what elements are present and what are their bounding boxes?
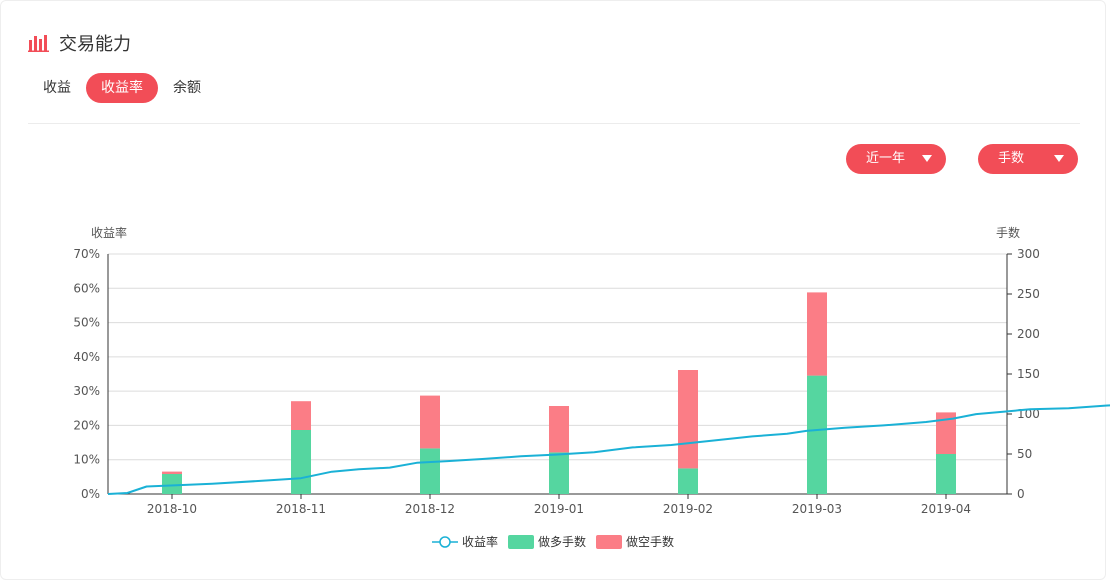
x-tick-label: 2018-11 xyxy=(276,502,326,516)
left-tick-label: 70% xyxy=(73,247,100,261)
panel-header: 交易能力 xyxy=(28,30,131,56)
x-tick-label: 2019-03 xyxy=(792,502,842,516)
left-tick-label: 30% xyxy=(73,384,100,398)
legend-label-return-rate: 收益率 xyxy=(462,534,498,549)
bar-long-2018-11 xyxy=(291,430,311,494)
bar-long-2019-03 xyxy=(807,375,827,494)
metric-dropdown[interactable]: 手数 xyxy=(978,144,1078,174)
left-tick-label: 0% xyxy=(81,487,100,501)
left-tick-label: 50% xyxy=(73,316,100,330)
tab-balance[interactable]: 余额 xyxy=(173,80,201,96)
x-tick-label: 2018-12 xyxy=(405,502,455,516)
caret-down-icon xyxy=(922,155,932,162)
return-rate-line xyxy=(107,404,1110,495)
right-axis-title: 手数 xyxy=(996,225,1020,240)
legend-label-short: 做空手数 xyxy=(626,534,674,549)
bar-short-2019-04 xyxy=(936,412,956,454)
bar-chart-icon xyxy=(28,35,49,52)
divider xyxy=(28,123,1080,124)
right-tick-label: 250 xyxy=(1017,287,1040,301)
bar-short-2018-11 xyxy=(291,401,311,430)
left-tick-label: 40% xyxy=(73,350,100,364)
bar-long-2018-12 xyxy=(420,448,440,494)
left-tick-label: 60% xyxy=(73,281,100,295)
right-tick-label: 150 xyxy=(1017,367,1040,381)
bar-long-2019-01 xyxy=(549,452,569,494)
left-axis-title: 收益率 xyxy=(91,225,127,240)
legend-swatch-long xyxy=(508,535,534,549)
x-tick-label: 2019-02 xyxy=(663,502,713,516)
caret-down-icon xyxy=(1054,155,1064,162)
x-tick-label: 2018-10 xyxy=(147,502,197,516)
right-tick-label: 50 xyxy=(1017,447,1032,461)
bar-short-2019-02 xyxy=(678,370,698,469)
bar-short-2019-03 xyxy=(807,292,827,376)
right-tick-label: 300 xyxy=(1017,247,1040,261)
legend-label-long: 做多手数 xyxy=(538,534,586,549)
legend-line-marker xyxy=(439,536,451,548)
bar-short-2018-12 xyxy=(420,395,440,449)
metric-dropdown-label: 手数 xyxy=(998,151,1025,166)
left-tick-label: 10% xyxy=(73,453,100,467)
tab-return-rate[interactable]: 收益率 xyxy=(86,73,158,103)
x-tick-label: 2019-04 xyxy=(921,502,971,516)
bar-long-2019-02 xyxy=(678,468,698,494)
period-dropdown[interactable]: 近一年 xyxy=(846,144,946,174)
tab-bar: 收益 收益率 余额 xyxy=(28,73,216,103)
legend-swatch-short xyxy=(596,535,622,549)
right-tick-label: 0 xyxy=(1017,487,1025,501)
left-tick-label: 20% xyxy=(73,418,100,432)
bar-long-2019-04 xyxy=(936,454,956,494)
bar-long-2018-10 xyxy=(162,474,182,494)
tab-profit[interactable]: 收益 xyxy=(43,80,71,96)
period-dropdown-label: 近一年 xyxy=(866,151,906,166)
right-tick-label: 200 xyxy=(1017,327,1040,341)
bar-short-2019-01 xyxy=(549,406,569,453)
x-tick-label: 2019-01 xyxy=(534,502,584,516)
bar-short-2018-10 xyxy=(162,471,182,474)
panel-title: 交易能力 xyxy=(59,34,131,55)
